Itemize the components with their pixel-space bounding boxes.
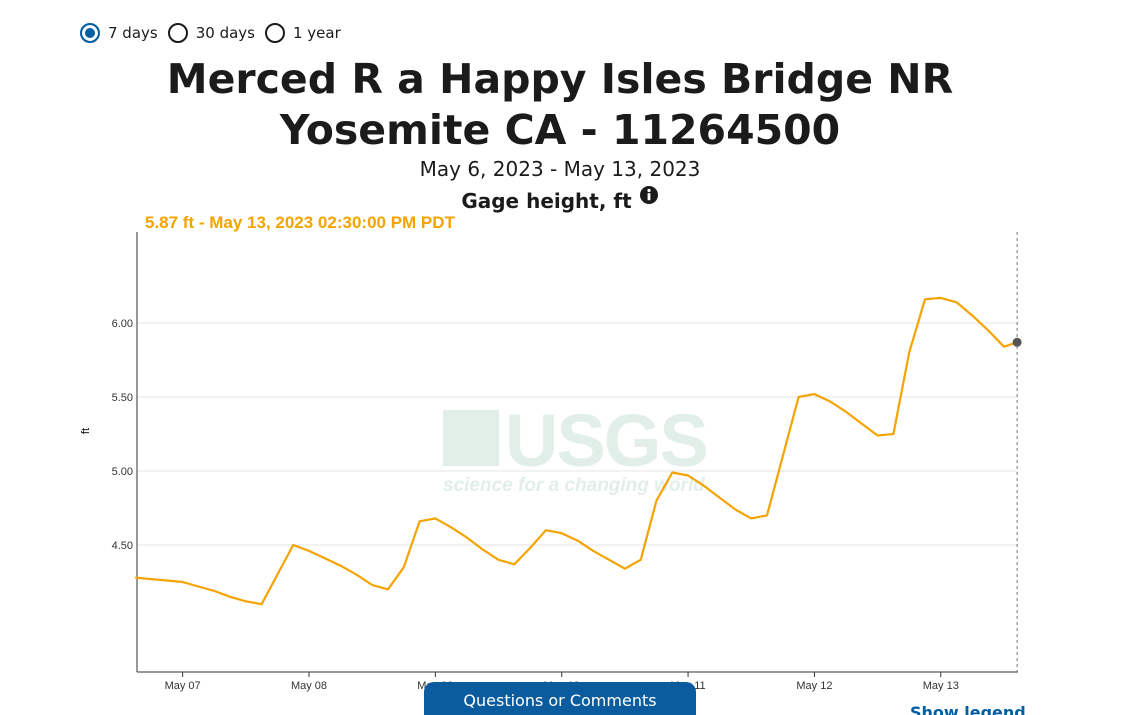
parameter-name: Gage height, ft xyxy=(461,189,632,213)
site-title: Merced R a Happy Isles Bridge NR Yosemit… xyxy=(166,55,954,154)
legend-toggle[interactable]: Show legend xyxy=(910,703,1026,715)
parameter: Gage height, ft xyxy=(0,185,1120,213)
range-label: 1 year xyxy=(292,24,341,42)
range-option[interactable]: 7 days xyxy=(80,23,158,43)
y-tick-label: 6.00 xyxy=(112,318,133,330)
x-tick-label: May 13 xyxy=(923,680,959,692)
watermark-wave xyxy=(443,410,499,466)
info-icon[interactable] xyxy=(639,185,659,205)
range-option[interactable]: 1 year xyxy=(264,23,341,43)
current-point xyxy=(1012,337,1022,347)
range-options: 7 days 30 days 1 year xyxy=(80,23,341,43)
x-tick-label: May 08 xyxy=(291,680,327,692)
range-label: 30 days xyxy=(195,24,255,42)
watermark-tagline: science for a changing world xyxy=(443,475,705,496)
y-tick-label: 5.50 xyxy=(112,392,133,404)
radio-circle[interactable] xyxy=(167,23,188,43)
current-value-label: 5.87 ft - May 13, 2023 02:30:00 PM PDT xyxy=(145,213,456,232)
y-tick-label: 4.50 xyxy=(112,540,133,552)
series-line xyxy=(135,296,1018,606)
y-tick-label: 5.00 xyxy=(112,466,133,478)
range-label: 7 days xyxy=(108,24,158,42)
radio-circle[interactable] xyxy=(264,23,285,43)
date-range: May 6, 2023 - May 13, 2023 xyxy=(419,157,701,181)
x-tick-label: May 07 xyxy=(165,680,201,692)
y-axis-label: ft xyxy=(80,428,92,434)
watermark-logo: USGS xyxy=(505,399,707,482)
x-tick-label: May 12 xyxy=(796,680,832,692)
radio-circle[interactable] xyxy=(80,23,100,43)
range-option[interactable]: 30 days xyxy=(167,23,255,43)
feedback-button[interactable]: Questions or Comments xyxy=(424,682,696,715)
